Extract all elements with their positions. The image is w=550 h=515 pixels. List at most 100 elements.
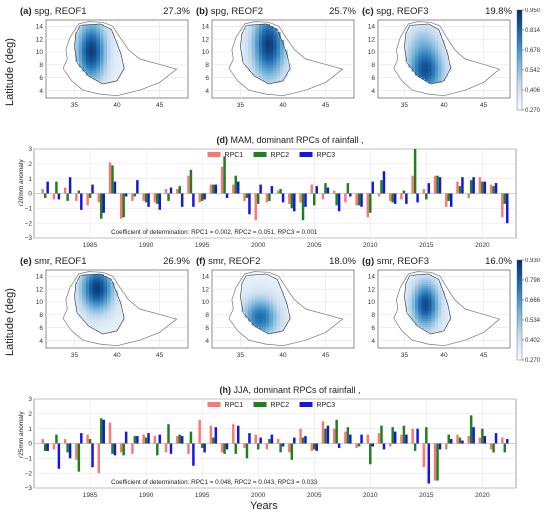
map-cell	[100, 293, 104, 297]
map-cell	[82, 43, 87, 47]
map-cell	[262, 326, 267, 330]
map-cell	[100, 24, 104, 27]
map-cell	[258, 28, 263, 31]
map-cell	[266, 39, 270, 43]
map-cell	[276, 45, 281, 49]
map-cell	[103, 307, 108, 310]
map-cell	[110, 286, 115, 289]
map-cell	[258, 49, 263, 52]
map-cell	[431, 78, 436, 82]
ts-bar	[270, 186, 274, 194]
map-cell	[114, 313, 119, 316]
map-cell	[255, 276, 260, 279]
map-cell	[92, 326, 97, 330]
map-cell	[244, 26, 249, 29]
map-cell	[89, 286, 94, 289]
map-cell	[258, 278, 263, 281]
map-ytick-label: 10	[368, 299, 376, 306]
map-cell	[75, 49, 80, 52]
legend-swatch-rpc1	[207, 402, 221, 407]
map-cell	[96, 57, 101, 60]
ts-bar	[259, 437, 262, 444]
map-cell	[92, 57, 97, 60]
ts-bar	[349, 434, 352, 444]
map-cell	[100, 291, 104, 295]
map-cell	[103, 71, 108, 74]
map-cell	[421, 51, 426, 54]
map-cell	[431, 39, 436, 43]
map-cell	[269, 67, 274, 70]
map-cell	[96, 32, 101, 35]
map-cell	[411, 295, 416, 299]
map-cell	[107, 73, 112, 76]
map-cell	[411, 278, 416, 281]
map-cell	[421, 71, 426, 74]
map-cell	[96, 53, 101, 56]
ts-bar	[254, 434, 257, 444]
map-cell	[85, 313, 90, 316]
map-cell	[89, 43, 94, 47]
map-cell	[107, 71, 112, 74]
map-cell	[415, 51, 419, 54]
ts-bar	[153, 193, 157, 203]
map-cell	[107, 57, 112, 60]
map-cell	[96, 305, 101, 308]
map-cell	[424, 282, 429, 285]
colorbar-segment	[517, 340, 522, 343]
map-cell	[428, 24, 432, 27]
map-cell	[96, 295, 101, 299]
map-cell	[248, 319, 253, 322]
map-cell	[96, 297, 101, 301]
map-cell	[82, 69, 87, 72]
map-cell	[96, 278, 101, 281]
map-cell	[107, 305, 112, 308]
map-cell	[415, 71, 419, 74]
map-cell	[434, 67, 439, 70]
ts-bar	[478, 177, 482, 194]
map-cell	[276, 295, 281, 299]
map-cell	[107, 80, 112, 84]
ts-bar	[449, 193, 453, 207]
map-cell	[262, 34, 267, 37]
map-cell	[100, 305, 104, 308]
map-cell	[405, 286, 409, 289]
map-cell	[405, 49, 409, 52]
map-cell	[266, 319, 270, 322]
map-cell	[408, 59, 413, 62]
legend-label-rpc1: RPC1	[225, 402, 244, 409]
map-xtick-label: 40	[279, 352, 287, 359]
colorbar-segment	[517, 322, 522, 326]
ts-bar	[506, 193, 509, 224]
map-cell	[280, 326, 285, 330]
map-cell	[100, 297, 104, 301]
map-cell	[85, 323, 90, 326]
map-xtick-label: 35	[237, 102, 245, 109]
ts-bar	[119, 193, 123, 219]
map-cell	[276, 307, 281, 310]
map-cell	[415, 303, 419, 306]
map-cell	[273, 69, 278, 72]
map-cell	[444, 313, 449, 316]
map-cell	[266, 315, 270, 318]
map-cell	[438, 311, 442, 314]
map-cell	[415, 286, 419, 289]
map-cell	[85, 284, 90, 287]
map-cell	[405, 293, 409, 297]
map-cell	[241, 295, 246, 299]
map-ytick-label: 14	[36, 273, 44, 280]
ts-bar	[382, 171, 386, 194]
ts-bar	[279, 189, 282, 194]
map-cell	[283, 57, 288, 60]
map-cell	[273, 67, 278, 70]
ts-bar	[102, 193, 105, 213]
map-cell	[411, 45, 416, 49]
map-cell	[273, 321, 278, 324]
map-cell	[110, 37, 115, 41]
map-cell	[258, 71, 263, 74]
map-ytick-label: 6	[39, 325, 43, 332]
map-cell	[418, 295, 422, 299]
ts-bar	[180, 436, 184, 444]
map-cell	[408, 295, 413, 299]
ts-bar	[259, 184, 262, 194]
map-cell	[441, 78, 446, 82]
